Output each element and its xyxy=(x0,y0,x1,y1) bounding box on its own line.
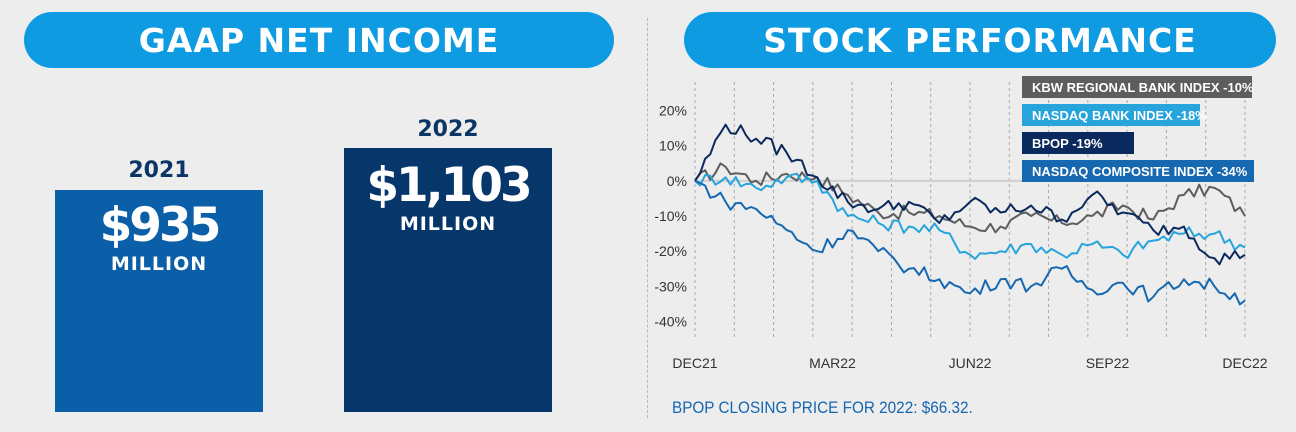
year-label-2021: 2021 xyxy=(128,158,190,183)
legend-label: BPOP -19% xyxy=(1032,136,1103,151)
x-tick-label: MAR22 xyxy=(809,355,856,371)
legend-swatch xyxy=(1022,76,1252,98)
series-line-3 xyxy=(694,123,1246,266)
gaap-net-income-title: GAAP NET INCOME xyxy=(24,12,614,68)
legend-swatch xyxy=(1022,104,1200,126)
y-tick-label: 0% xyxy=(667,173,687,189)
stock-performance-chart: 20% 10% 0% -10% -20% -30% -40% DEC21 MAR22 JUN22 S… xyxy=(654,76,1268,371)
closing-price-note: BPOP CLOSING PRICE FOR 2022: $66.32. xyxy=(672,398,973,417)
series-line-1 xyxy=(694,162,1246,234)
legend-label: NASDAQ COMPOSITE INDEX -34% xyxy=(1032,164,1248,179)
x-tick-label: DEC21 xyxy=(672,355,717,371)
series-line-2 xyxy=(694,172,1246,260)
stock-performance-title: STOCK PERFORMANCE xyxy=(684,12,1276,68)
income-amount-2022: $1,103 xyxy=(366,158,532,213)
x-tick-label: SEP22 xyxy=(1086,355,1130,371)
y-tick-label: -10% xyxy=(654,208,687,224)
income-unit-2022: MILLION xyxy=(399,213,497,235)
y-tick-label: -40% xyxy=(654,313,687,329)
x-tick-label: JUN22 xyxy=(949,355,992,371)
legend-label: KBW REGIONAL BANK INDEX -10% xyxy=(1032,80,1254,95)
legend-swatch xyxy=(1022,132,1134,154)
income-unit-2021: MILLION xyxy=(110,253,208,275)
legend-swatch xyxy=(1022,160,1254,182)
income-amount-2021: $935 xyxy=(99,198,222,253)
year-label-2022: 2022 xyxy=(417,117,479,142)
y-tick-label: 20% xyxy=(659,103,687,119)
income-bar-2021: $935 MILLION xyxy=(55,190,263,412)
series-line-4 xyxy=(694,179,1246,306)
legend-label: NASDAQ BANK INDEX -18% xyxy=(1032,108,1207,123)
x-tick-label: DEC22 xyxy=(1222,355,1267,371)
y-tick-label: -20% xyxy=(654,243,687,259)
y-tick-label: 10% xyxy=(659,138,687,154)
panel-divider xyxy=(647,18,648,418)
y-tick-label: -30% xyxy=(654,278,687,294)
income-bar-2022: $1,103 MILLION xyxy=(344,148,552,412)
